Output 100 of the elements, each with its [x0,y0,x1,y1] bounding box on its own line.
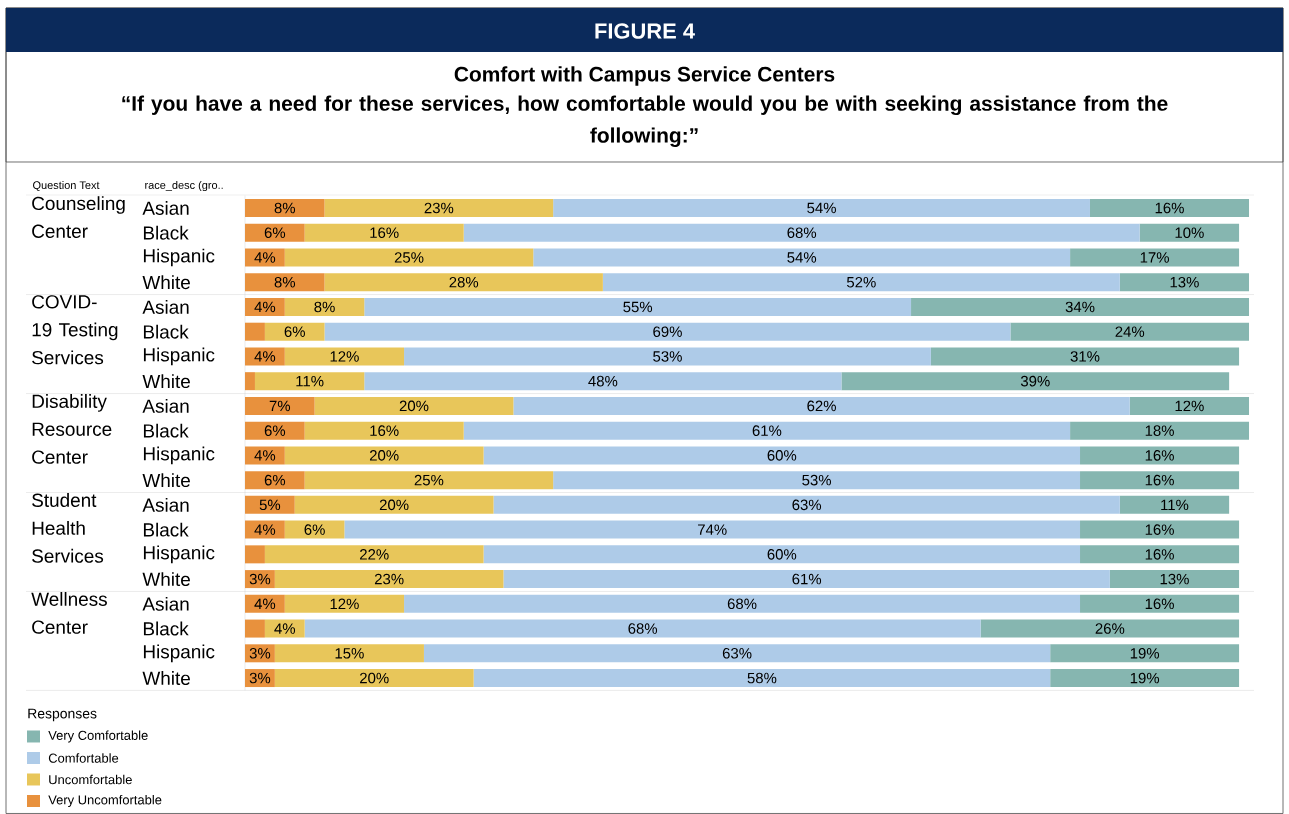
data-label: 13% [1170,276,1199,288]
bar [483,446,1081,465]
bar [1109,570,1240,589]
bar [274,644,424,663]
y-tick-label: Hispanic [143,545,215,564]
data-label: 4% [254,524,276,535]
data-label: 34% [1065,301,1095,313]
y-axis-title: race_desc (gro.. [145,180,223,192]
y-tick-label: White [142,572,190,587]
bar [304,223,464,242]
bar [314,396,514,415]
bar [274,570,504,589]
data-label: 16% [1145,549,1174,560]
bar [324,322,1011,341]
bar [513,396,1130,415]
data-label: 6% [264,425,286,436]
bar [463,421,1071,440]
y-tick-label: Asian [142,398,189,413]
data-label: 6% [264,227,286,239]
data-label: 11% [296,375,324,387]
bar [284,347,405,366]
data-label: 61% [752,425,782,436]
data-label: 26% [1095,623,1125,634]
bar [493,495,1120,514]
data-label: 68% [787,227,817,239]
bar [463,223,1140,242]
data-label: 19% [1130,672,1160,684]
data-label: 7% [269,400,291,412]
y-tick-label: Black [143,324,189,339]
bar [344,520,1081,539]
bar [284,297,365,316]
data-label: 62% [807,400,836,412]
data-label: 25% [394,252,424,263]
text: Student Health Services [32,493,104,563]
data-label: 17% [1140,252,1169,263]
y-tick-label: Hispanic [143,644,215,663]
bar [404,594,1081,613]
data-label: 19% [1130,648,1160,659]
data-label: 22% [360,549,389,560]
bar [1050,669,1240,688]
bar [304,421,464,440]
bar [245,396,315,415]
bar [284,520,345,539]
bar [245,545,265,564]
bar [1080,520,1240,539]
bar [264,619,305,638]
y-tick-label: Asian [142,596,189,611]
bar [1119,273,1250,292]
data-label: 20% [379,499,409,511]
bar [245,198,325,217]
data-label: 8% [274,202,296,214]
data-label: 53% [802,474,832,486]
data-label: 58% [747,672,777,684]
data-label: 15% [335,648,364,659]
data-label: 60% [767,549,797,560]
bar [1089,198,1250,217]
data-label: 39% [1020,375,1050,387]
bar [245,297,285,316]
legend-label: Very Uncomfortable [48,794,162,808]
y-tick-label: Black [143,423,189,438]
data-label: 4% [254,252,276,263]
data-label: 25% [414,474,444,486]
y-tick-label: Asian [142,497,189,512]
y-tick-label: Asian [142,300,189,314]
data-label: 28% [449,276,479,288]
data-label: 68% [628,623,658,634]
data-label: 16% [1145,524,1174,535]
bar [364,372,842,391]
text: Question Text [33,180,100,191]
bar [483,545,1081,564]
chart-title: Comfort with Campus Service Centers [454,66,835,86]
bar [245,446,285,465]
text: COVID-19 Testing Services [32,295,118,365]
data-label: 23% [374,573,404,585]
bar [911,297,1250,316]
bar [980,619,1240,638]
data-label: 69% [653,326,682,337]
text: Disability Resource Center [32,394,112,464]
bar [364,297,912,316]
data-label: 68% [727,598,757,610]
bar [1080,471,1240,490]
data-label: 6% [264,474,286,486]
data-label: 10% [1175,227,1204,239]
data-label: 48% [588,375,618,387]
bar [1129,396,1250,415]
bar [245,223,305,242]
bar [533,248,1071,267]
y-tick-label: White [142,473,190,488]
bar [602,273,1120,292]
data-label: 4% [254,598,276,610]
y-tick-label: Black [143,621,189,636]
data-label: 61% [792,573,822,585]
bar [245,248,285,267]
bar [284,446,484,465]
data-label: 4% [254,301,276,313]
data-label: 20% [399,400,429,412]
data-label: 20% [369,450,399,461]
data-label: 16% [1145,598,1174,610]
data-label: 16% [370,425,399,436]
bar [245,520,285,539]
